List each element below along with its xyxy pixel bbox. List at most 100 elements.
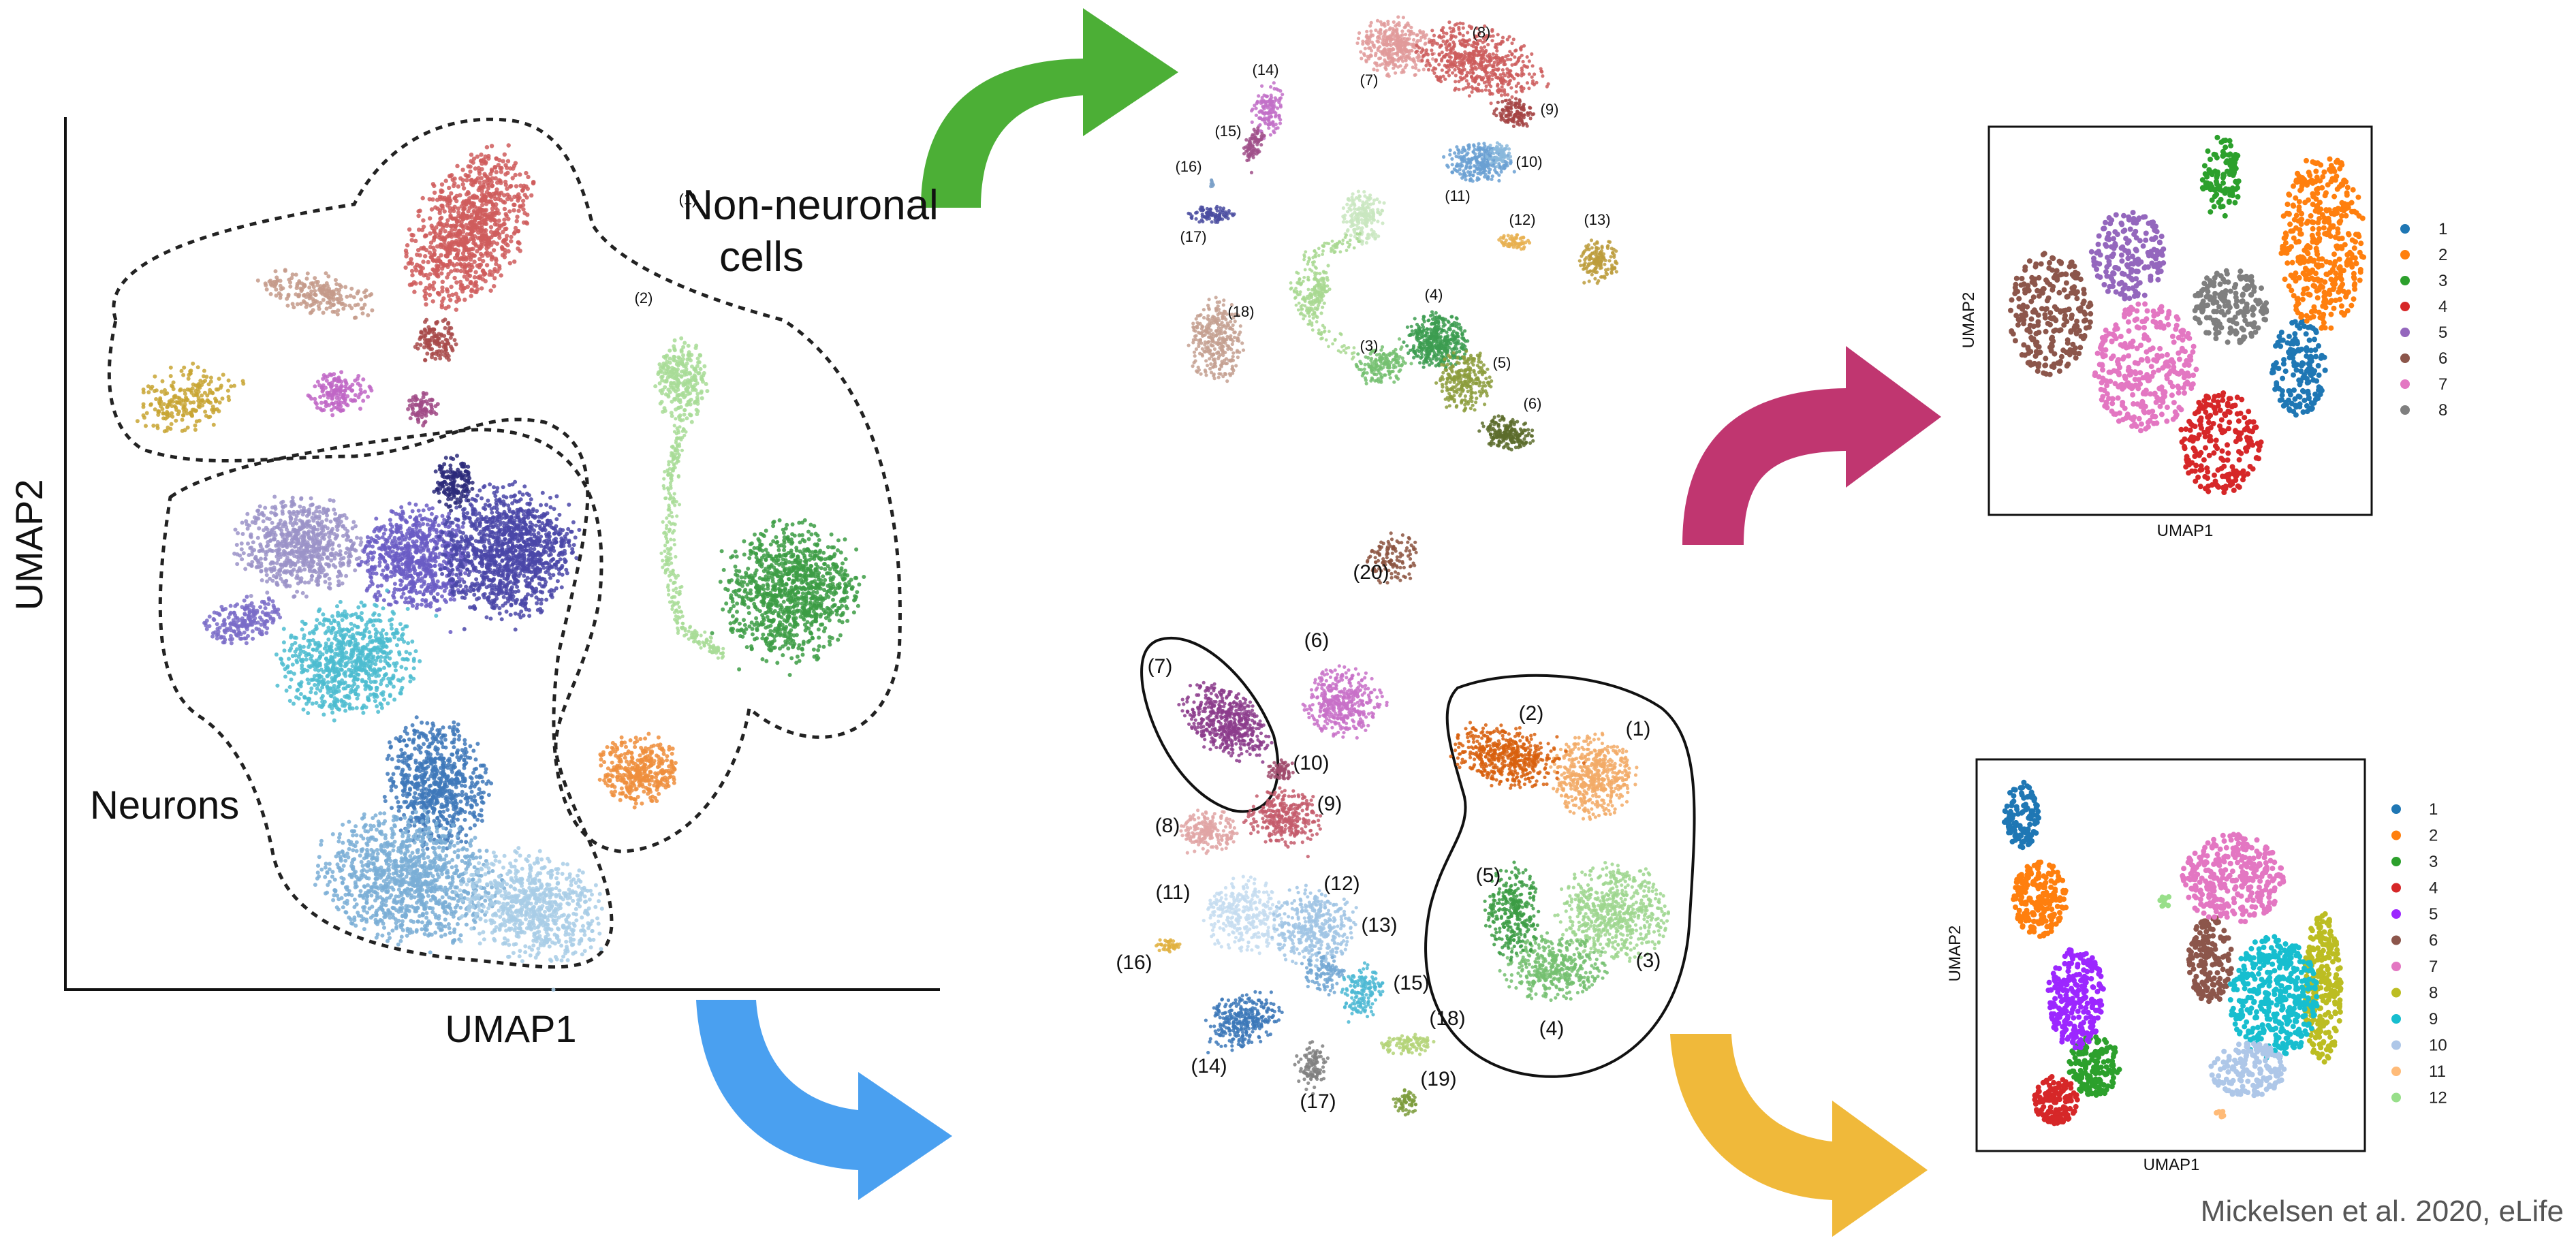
neurons-cluster-18 bbox=[1380, 1033, 1436, 1056]
sub1-cluster-3 bbox=[2199, 134, 2242, 219]
nn-cluster-7 bbox=[1355, 15, 1436, 78]
main-cluster-navy bbox=[432, 454, 475, 513]
main-cluster-red bbox=[403, 143, 536, 312]
nn-label-11: (11) bbox=[1445, 187, 1471, 204]
sub2-cluster-1 bbox=[2001, 779, 2041, 851]
main-cluster-lightblue bbox=[454, 846, 604, 992]
nn-label-3: (3) bbox=[1360, 337, 1379, 354]
neurons-label-12: (12) bbox=[1323, 872, 1360, 895]
sub1-ylabel: UMAP2 bbox=[1960, 292, 1978, 349]
nn-cluster-1 bbox=[1341, 189, 1386, 246]
neurons-cluster-15 bbox=[1340, 961, 1385, 1024]
sub2-legend-label-6: 6 bbox=[2429, 932, 2438, 950]
sub1-cluster-7 bbox=[2092, 301, 2199, 434]
sub1-legend-swatch-8 bbox=[2400, 405, 2410, 415]
sub2-cluster-9 bbox=[2227, 934, 2320, 1061]
sub2-xlabel: UMAP1 bbox=[2143, 1156, 2200, 1174]
main-cluster-palegreen bbox=[653, 336, 710, 424]
nn-label-14: (14) bbox=[1252, 61, 1278, 78]
neurons-label-11: (11) bbox=[1155, 881, 1190, 904]
blue-arrow bbox=[696, 1000, 952, 1200]
sub2-cluster-2 bbox=[2011, 860, 2069, 939]
sub1-legend-swatch-3 bbox=[2400, 276, 2410, 285]
neurons-cluster-6 bbox=[1301, 664, 1389, 740]
sub2-legend-swatch-9 bbox=[2391, 1014, 2401, 1024]
sub2-legend-swatch-12 bbox=[2391, 1092, 2401, 1103]
nn-label-12: (12) bbox=[1509, 211, 1535, 228]
nn-label-17: (17) bbox=[1180, 228, 1206, 245]
sub2-legend-swatch-10 bbox=[2391, 1040, 2401, 1050]
neurons-group7-outline bbox=[1140, 636, 1280, 813]
nn-label-4: (4) bbox=[1425, 286, 1443, 303]
sub2-legend-swatch-5 bbox=[2391, 909, 2401, 919]
sub2-frame bbox=[1975, 758, 2366, 1152]
nn-label-9: (9) bbox=[1541, 101, 1559, 118]
nonneuronal-label-line1: Non-neuronal bbox=[682, 182, 939, 229]
neurons-cluster-11 bbox=[1201, 874, 1285, 956]
sub2-cluster-12 bbox=[2157, 894, 2172, 909]
arrow-layer bbox=[696, 8, 1941, 1237]
neurons-cluster-13 bbox=[1300, 951, 1346, 997]
yellow-arrow bbox=[1670, 1034, 1928, 1237]
neurons-label-1: (1) bbox=[1626, 718, 1651, 740]
nn-cluster-17 bbox=[1187, 204, 1236, 224]
main-cluster-tan bbox=[255, 268, 375, 320]
neurons-cluster-7 bbox=[1177, 680, 1274, 764]
neurons-label-10: (10) bbox=[1293, 752, 1329, 774]
main-xlabel: UMAP1 bbox=[445, 1007, 577, 1050]
nn-cluster-10 bbox=[1442, 142, 1516, 183]
nn-label-6: (6) bbox=[1524, 395, 1542, 412]
neurons-label-16: (16) bbox=[1116, 951, 1152, 974]
nn-cluster-19 bbox=[1365, 531, 1418, 585]
nn-label-1: (1) bbox=[679, 191, 697, 208]
neurons-cluster-2 bbox=[1449, 721, 1586, 790]
neurons-label-19: (19) bbox=[1420, 1068, 1456, 1090]
neurons-label-8: (8) bbox=[1155, 815, 1180, 837]
neurons-cluster-9 bbox=[1242, 786, 1323, 859]
nonneuronal-outline bbox=[107, 117, 902, 853]
sub2-legend-swatch-8 bbox=[2391, 988, 2401, 998]
main-cluster-lavender bbox=[232, 494, 370, 599]
sub1-legend-swatch-7 bbox=[2400, 379, 2410, 389]
main-cluster-plum bbox=[406, 391, 440, 428]
neurons-label-7: (7) bbox=[1148, 655, 1173, 678]
sub1-legend-swatch-6 bbox=[2400, 353, 2410, 363]
neurons-cluster-19 bbox=[1392, 1088, 1418, 1117]
sub2-legend-label-9: 9 bbox=[2429, 1010, 2438, 1028]
sub2-cluster-10 bbox=[2208, 1041, 2287, 1099]
sub2-legend-swatch-1 bbox=[2391, 804, 2401, 814]
sub1-cluster-1 bbox=[2269, 318, 2328, 418]
sub2-legend-label-11: 11 bbox=[2429, 1062, 2446, 1081]
sub1-xlabel: UMAP1 bbox=[2157, 522, 2214, 540]
nn-label-13: (13) bbox=[1584, 211, 1610, 228]
sub2-legend-swatch-11 bbox=[2391, 1067, 2401, 1076]
main-cluster-pink bbox=[306, 370, 374, 417]
sub1-legend-swatch-1 bbox=[2400, 224, 2410, 234]
sub1-frame bbox=[1988, 125, 2373, 516]
sub2-cluster-3 bbox=[2067, 1034, 2122, 1098]
sub1-cluster-8 bbox=[2192, 268, 2269, 345]
sub2-legend-swatch-7 bbox=[2391, 962, 2401, 971]
sub1-legend-label-2: 2 bbox=[2438, 246, 2447, 264]
nn-label-19: (20) bbox=[1353, 561, 1389, 584]
nn-cluster-3 bbox=[1354, 337, 1421, 385]
sub2-legend-label-10: 10 bbox=[2429, 1037, 2447, 1055]
neurons-label-13: (13) bbox=[1361, 914, 1397, 936]
nn-cluster-6 bbox=[1477, 414, 1535, 452]
nn-cluster-11 bbox=[1485, 141, 1513, 168]
neurons-label: Neurons bbox=[90, 783, 239, 828]
sub2-legend-label-4: 4 bbox=[2429, 879, 2438, 898]
sub2-legend-label-5: 5 bbox=[2429, 905, 2438, 924]
nn-cluster-5 bbox=[1434, 349, 1494, 413]
nn-cluster-4 bbox=[1402, 310, 1470, 371]
sub2-legend-label-12: 12 bbox=[2429, 1089, 2447, 1107]
sub1-legend-label-3: 3 bbox=[2438, 272, 2447, 290]
neurons-label-17: (17) bbox=[1300, 1090, 1336, 1113]
text-layer: UMAP1 UMAP2 Non-neuronal cells Neurons U… bbox=[7, 182, 2213, 1174]
nn-cluster-14 bbox=[1250, 81, 1285, 140]
citation-text: Mickelsen et al. 2020, eLife bbox=[2201, 1195, 2564, 1229]
sub2-legend-label-3: 3 bbox=[2429, 853, 2438, 871]
nn-label-10: (10) bbox=[1515, 153, 1542, 170]
sub1-legend-label-7: 7 bbox=[2438, 375, 2447, 394]
